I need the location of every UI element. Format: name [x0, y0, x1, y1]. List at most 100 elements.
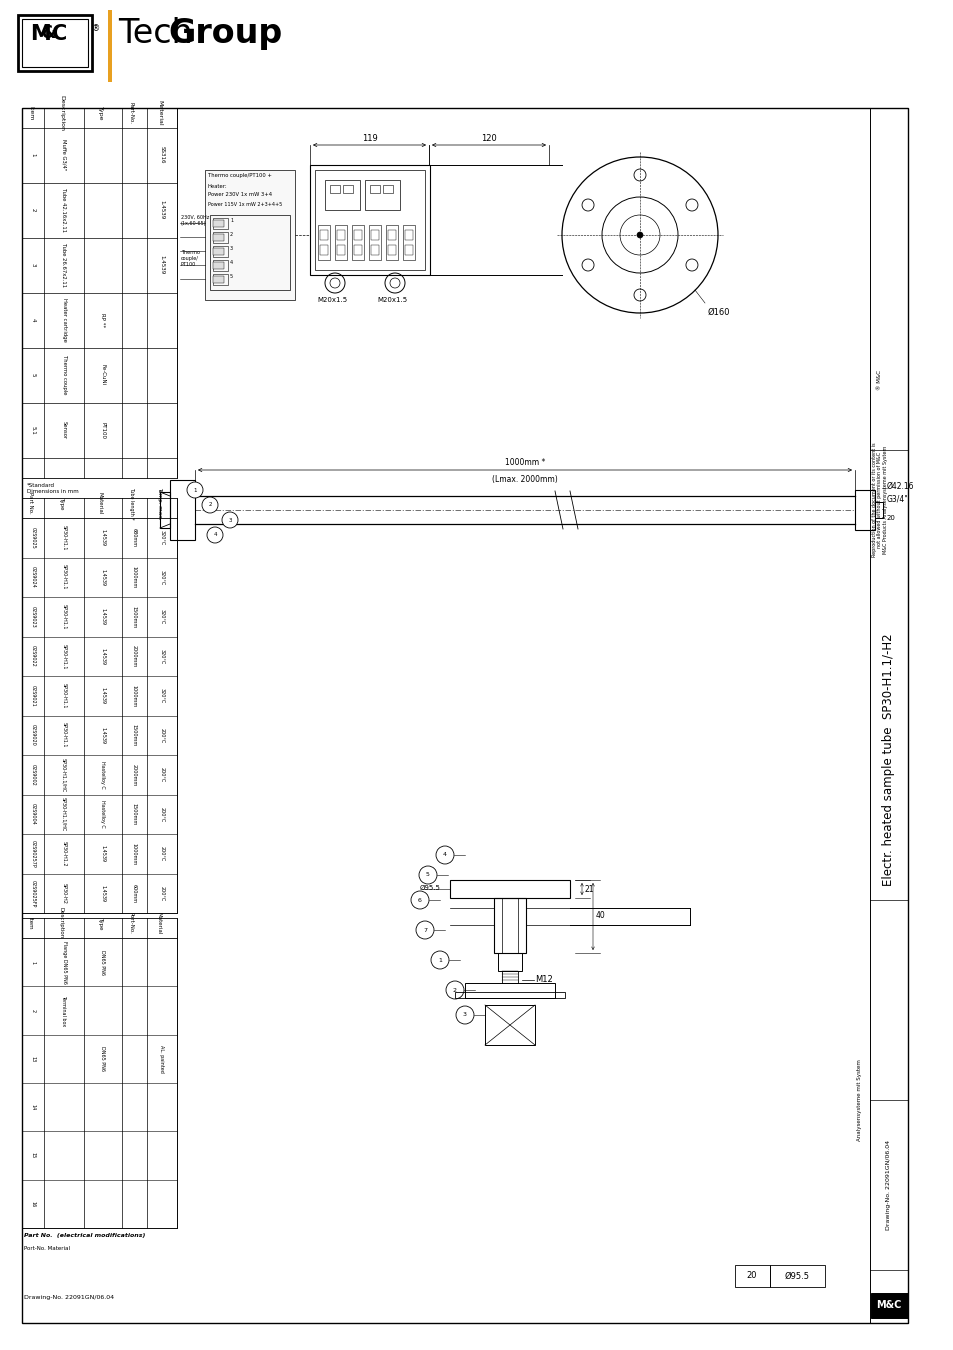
Bar: [870, 1293, 907, 1318]
Text: 5: 5: [230, 274, 233, 279]
Bar: [325, 180, 359, 211]
Text: Ø95.5: Ø95.5: [419, 886, 440, 891]
Text: DN65 PN6: DN65 PN6: [100, 949, 106, 975]
Bar: [330, 185, 339, 193]
Text: SP30-H1.1: SP30-H1.1: [61, 603, 67, 629]
Text: Material: Material: [157, 911, 162, 934]
Text: SP30-H2: SP30-H2: [61, 883, 67, 903]
Text: Fe-CuNi: Fe-CuNi: [100, 364, 106, 386]
Text: 1.4539: 1.4539: [159, 255, 164, 274]
Bar: [371, 230, 378, 240]
Circle shape: [202, 497, 218, 513]
Text: 1500mm: 1500mm: [132, 803, 136, 825]
Bar: [450, 880, 569, 898]
Text: 200°C: 200°C: [159, 728, 164, 743]
Bar: [213, 274, 228, 285]
Text: 1.4539: 1.4539: [159, 200, 164, 220]
Text: 3: 3: [462, 1012, 467, 1018]
Text: 15: 15: [30, 1153, 35, 1158]
Text: Terminal box: Terminal box: [61, 995, 67, 1026]
Text: 1: 1: [30, 961, 35, 964]
Text: Drawing-No. 22091GN/06.04: Drawing-No. 22091GN/06.04: [885, 1139, 890, 1230]
Text: Heater:: Heater:: [208, 184, 228, 189]
Bar: [210, 215, 290, 290]
Text: PT100: PT100: [100, 421, 106, 439]
Text: Electr. heated sample tube  SP30-H1.1/-H2: Electr. heated sample tube SP30-H1.1/-H2: [882, 633, 895, 887]
Text: 16: 16: [30, 1200, 35, 1207]
Bar: [213, 275, 224, 284]
Text: 02S9022: 02S9022: [30, 645, 35, 667]
Text: 2: 2: [230, 232, 233, 238]
Text: 320°C: 320°C: [159, 570, 164, 585]
Bar: [213, 262, 224, 269]
Bar: [388, 244, 395, 255]
Bar: [336, 230, 345, 240]
Text: 20: 20: [886, 514, 895, 521]
Text: Tube length *: Tube length *: [129, 486, 133, 520]
Text: SP30-H1.1/HC: SP30-H1.1/HC: [61, 757, 67, 792]
Bar: [108, 9, 112, 82]
Text: 13: 13: [30, 1056, 35, 1062]
Bar: [213, 217, 228, 230]
Text: 680mm: 680mm: [132, 528, 136, 547]
Text: SS316: SS316: [159, 146, 164, 163]
Text: C: C: [52, 24, 67, 45]
Bar: [494, 898, 525, 953]
Text: 1: 1: [437, 957, 441, 963]
Bar: [365, 180, 399, 211]
Bar: [734, 1265, 769, 1287]
Circle shape: [456, 1006, 474, 1025]
Text: Heater cartridge: Heater cartridge: [61, 298, 67, 342]
Text: 1: 1: [230, 219, 233, 224]
Text: 320°C: 320°C: [159, 531, 164, 545]
Text: ® M&C: ® M&C: [877, 370, 882, 390]
Text: 2: 2: [30, 208, 35, 212]
Bar: [22, 19, 88, 68]
Text: 119: 119: [361, 134, 377, 143]
Bar: [213, 220, 224, 227]
Text: 1500mm: 1500mm: [132, 606, 136, 628]
Text: &: &: [42, 24, 56, 42]
Text: ®: ®: [91, 24, 100, 32]
Text: 5: 5: [426, 872, 430, 878]
Text: 1000mm: 1000mm: [132, 842, 136, 865]
Bar: [370, 185, 379, 193]
Text: 1.4539: 1.4539: [100, 529, 106, 547]
Text: 02S9020: 02S9020: [30, 725, 35, 747]
Bar: [335, 225, 347, 261]
Bar: [213, 261, 228, 271]
Bar: [869, 108, 907, 1323]
Bar: [501, 898, 517, 953]
Text: Ø160: Ø160: [707, 308, 730, 317]
Bar: [319, 244, 328, 255]
Bar: [108, 9, 112, 82]
Text: 02S9021: 02S9021: [30, 684, 35, 706]
Text: SP30-H1.1: SP30-H1.1: [61, 644, 67, 670]
Text: *Standard
Dimensions in mm: *Standard Dimensions in mm: [27, 483, 79, 494]
Text: 4: 4: [30, 319, 35, 321]
Bar: [319, 230, 328, 240]
Text: 5.1: 5.1: [30, 425, 35, 435]
Bar: [497, 953, 521, 971]
Bar: [371, 244, 378, 255]
Bar: [213, 234, 224, 242]
Text: 20: 20: [746, 1272, 757, 1281]
Text: 02S9004: 02S9004: [30, 803, 35, 825]
Text: 1500mm: 1500mm: [132, 724, 136, 747]
Text: 02S90257P: 02S90257P: [30, 840, 35, 868]
Text: Temp. max.: Temp. max.: [157, 487, 162, 520]
Text: AL. painted: AL. painted: [159, 1045, 164, 1073]
Text: (Lmax. 2000mm): (Lmax. 2000mm): [492, 475, 558, 485]
Text: Tube 26.67x2.11: Tube 26.67x2.11: [61, 243, 67, 288]
Text: Description: Description: [59, 907, 64, 938]
Text: RP **: RP **: [100, 313, 106, 327]
Text: Sensor: Sensor: [61, 421, 67, 439]
Bar: [854, 490, 874, 531]
Bar: [317, 225, 330, 261]
Bar: [22, 108, 177, 478]
Text: Material: Material: [157, 100, 162, 126]
Text: 200°C: 200°C: [159, 886, 164, 900]
Bar: [22, 918, 177, 1228]
Bar: [354, 244, 361, 255]
Text: DN65 PN6: DN65 PN6: [100, 1046, 106, 1072]
